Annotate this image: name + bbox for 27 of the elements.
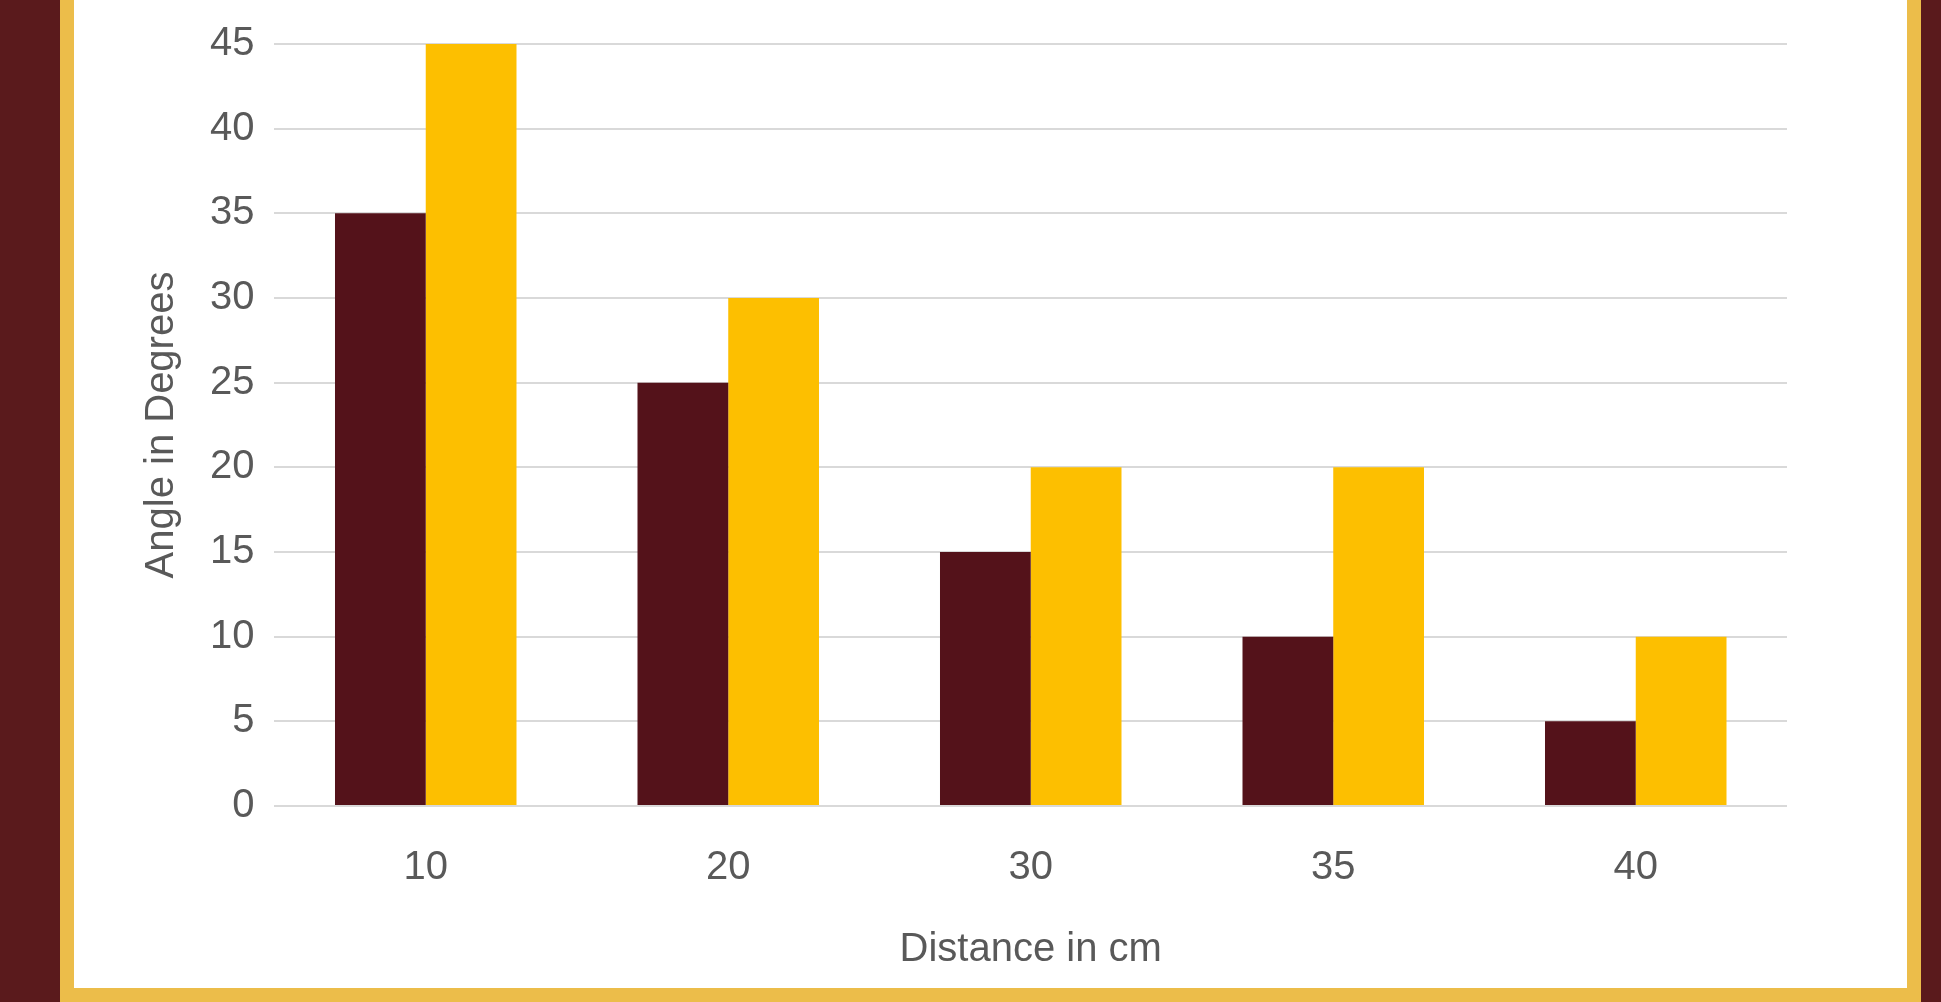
y-tick-label: 15 xyxy=(209,527,255,572)
x-tick-label: 10 xyxy=(403,843,448,888)
bar xyxy=(1635,636,1727,805)
y-tick-label: 0 xyxy=(232,781,255,826)
x-tick-label: 30 xyxy=(1008,843,1053,888)
bar xyxy=(1030,467,1122,805)
y-axis-title: Angle in Degrees xyxy=(137,271,182,579)
y-tick-label: 35 xyxy=(209,188,255,233)
y-tick-label: 25 xyxy=(209,357,255,402)
x-axis-title: Distance in cm xyxy=(899,925,1162,970)
x-tick-label: 20 xyxy=(705,843,751,888)
y-tick-label: 40 xyxy=(209,103,255,148)
y-tick-label: 45 xyxy=(209,19,255,64)
y-tick-label: 20 xyxy=(209,442,255,487)
bar xyxy=(637,382,729,805)
bar xyxy=(728,298,819,805)
x-tick-label: 40 xyxy=(1613,843,1658,888)
y-tick-label: 5 xyxy=(232,696,255,741)
bar xyxy=(334,213,426,805)
bar xyxy=(425,44,517,805)
x-tick-label: 35 xyxy=(1311,843,1356,888)
y-tick-label: 30 xyxy=(209,273,255,318)
bar xyxy=(940,552,1031,805)
y-tick-label: 10 xyxy=(209,611,255,656)
bar xyxy=(1545,721,1636,805)
bar xyxy=(1333,467,1424,805)
bar xyxy=(1242,636,1334,805)
